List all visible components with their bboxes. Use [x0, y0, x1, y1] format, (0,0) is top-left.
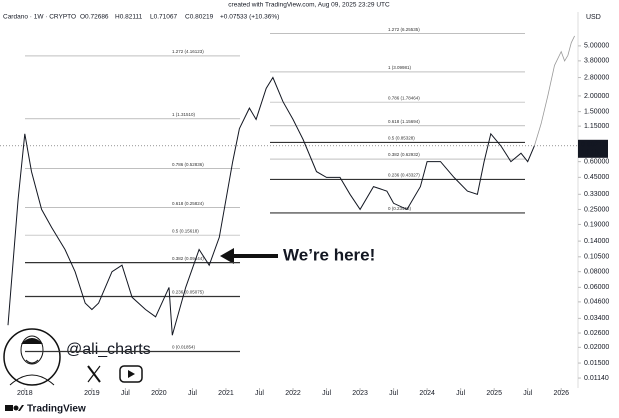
fib-label: 0 (0.23458) [388, 206, 412, 211]
x-tick-label: Jul [456, 390, 465, 397]
price-line [534, 35, 575, 147]
fib-label: 1.272 (6.25535) [388, 27, 420, 32]
tv-logo [5, 405, 24, 411]
fib-label: 0.786 (0.52836) [172, 162, 204, 167]
ohlc-value: C0.80219 [185, 14, 214, 21]
y-tick-label: 0.02600 [584, 330, 609, 337]
x-tick-label: Jul [389, 390, 398, 397]
y-tick-label: 3.80000 [584, 58, 609, 65]
avatar [3, 328, 61, 386]
y-tick-label: 1.50000 [584, 108, 609, 115]
y-tick-label: 0.25000 [584, 206, 609, 213]
y-tick-label: 0.01500 [584, 360, 609, 367]
fib-label: 1 (1.31510) [172, 112, 196, 117]
x-tick-label: 2020 [151, 390, 167, 397]
x-tick-label: 2025 [486, 390, 502, 397]
ohlc-value: H0.82111 [115, 14, 143, 21]
fib-label: 0.618 (1.15694) [388, 119, 420, 124]
y-tick-label: 0.45000 [584, 174, 609, 181]
x-tick-label: 2023 [352, 390, 368, 397]
x-tick-label: Jul [523, 390, 532, 397]
x-icon [87, 365, 101, 383]
y-tick-label: 2.00000 [584, 93, 609, 100]
x-tick-label: Jul [322, 390, 331, 397]
price-line [7, 76, 535, 336]
y-tick-label: 0.06000 [584, 284, 609, 291]
y-tick-label: 5.00000 [584, 43, 609, 50]
x-tick-label: Jul [121, 390, 130, 397]
symbol: Cardano · 1W · CRYPTO [3, 14, 76, 21]
x-tick-label: 2021 [218, 390, 234, 397]
y-tick-label: 0.19000 [584, 221, 609, 228]
x-tick-label: 2018 [17, 390, 33, 397]
y-tick-label: 0.14000 [584, 238, 609, 245]
countdown: 1d 1h [581, 150, 599, 157]
price-label: 0.80219 [581, 142, 606, 149]
fib-label: 1.272 (4.16123) [172, 49, 204, 54]
fib-label: 0.236 (0.05075) [172, 290, 204, 295]
y-tick-label: 0.01140 [584, 375, 609, 382]
fib-label: 1 (3.09981) [388, 65, 412, 70]
youtube-icon [119, 365, 143, 383]
x-tick-label: Jul [255, 390, 264, 397]
x-tick-label: 2022 [285, 390, 301, 397]
y-tick-label: 0.03400 [584, 315, 609, 322]
handle: @ali_charts [66, 341, 151, 358]
ohlc-value: O0.72686 [80, 14, 109, 21]
y-tick-label: 2.80000 [584, 74, 609, 81]
fib-label: 0.382 (0.09444) [172, 256, 204, 261]
x-tick-label: Jul [188, 390, 197, 397]
y-tick-label: 1.15000 [584, 123, 609, 130]
price-box [578, 139, 608, 158]
x-tick-label: 2026 [553, 390, 569, 397]
y-tick-label: 0.08000 [584, 269, 609, 276]
y-tick-label: 0.10500 [584, 254, 609, 261]
fib-label: 0.786 (1.78464) [388, 95, 420, 100]
fib-label: 0.382 (0.62932) [388, 152, 420, 157]
currency: USD [586, 14, 601, 21]
fib-label: 0.5 (0.85328) [388, 136, 415, 141]
arrow-head [220, 248, 234, 264]
fib-label: 0.618 (0.25824) [172, 201, 204, 206]
y-tick-label: 0.04600 [584, 299, 609, 306]
ohlc-value: +0.07533 (+10.36%) [220, 14, 279, 21]
header: created with TradingView.com, Aug 09, 20… [228, 2, 390, 9]
fib-label: 0.5 (0.15618) [172, 228, 199, 233]
y-tick-label: 0.60000 [584, 158, 609, 165]
fib-label: 0.236 (0.43327) [388, 173, 420, 178]
annotation: We’re here! [283, 245, 375, 264]
x-tick-label: 2024 [419, 390, 435, 397]
y-tick-label: 0.33000 [584, 191, 609, 198]
y-tick-label: 0.02000 [584, 344, 609, 351]
brand: TradingView [27, 404, 86, 415]
fib-label: 0 (0.01854) [172, 345, 196, 350]
x-tick-label: 2019 [84, 390, 100, 397]
ohlc-value: L0.71067 [150, 14, 177, 21]
